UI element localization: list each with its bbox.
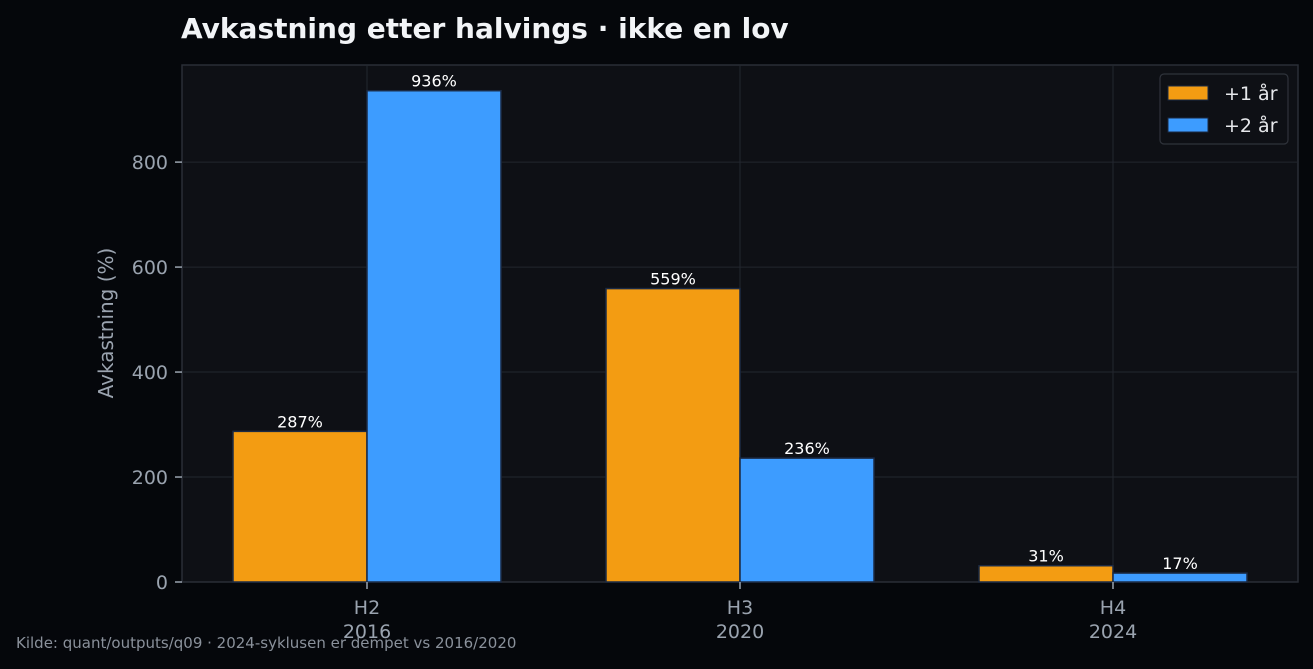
y-tick-label: 0: [156, 572, 168, 594]
bars: [232, 89, 1248, 583]
legend-swatch: [1167, 85, 1209, 101]
data-labels: 287% 559% 31% 936% 236% 17%: [277, 72, 1198, 573]
y-tick-label: 800: [132, 152, 168, 174]
x-tick-year: 2024: [1089, 621, 1137, 643]
data-label: 17%: [1162, 554, 1198, 573]
bar-h4-series-1: [978, 564, 1114, 583]
source-note: Kilde: quant/outputs/q09 · 2024-syklusen…: [16, 634, 517, 652]
bar-h2-series-2: [366, 89, 502, 583]
y-axis-label: Avkastning (%): [94, 248, 118, 399]
legend-swatch: [1167, 117, 1209, 133]
x-tick-label: H3: [727, 597, 753, 619]
y-tick-label: 400: [132, 362, 168, 384]
x-tick-label: H2: [354, 597, 380, 619]
y-tick-label: 600: [132, 257, 168, 279]
x-tick-year: 2016: [343, 621, 391, 643]
bar-h3-series-1: [605, 287, 741, 583]
data-label: 559%: [650, 270, 696, 289]
x-tick-label: H4: [1100, 597, 1126, 619]
chart-title: Avkastning etter halvings · ikke en lov: [181, 12, 789, 45]
data-label: 236%: [784, 439, 830, 458]
legend-label: +2 år: [1224, 114, 1278, 137]
legend: +1 år +2 år: [1159, 73, 1289, 145]
bar-h4-series-2: [1112, 572, 1248, 583]
bar-h3-series-2: [739, 457, 875, 583]
data-label: 287%: [277, 412, 323, 431]
y-axis: 0 200 400 600 800: [132, 152, 182, 594]
bar-h2-series-1: [232, 430, 368, 583]
data-label: 31%: [1028, 547, 1064, 566]
data-label: 936%: [411, 72, 457, 91]
legend-label: +1 år: [1224, 82, 1278, 105]
y-tick-label: 200: [132, 467, 168, 489]
x-tick-year: 2020: [716, 621, 764, 643]
